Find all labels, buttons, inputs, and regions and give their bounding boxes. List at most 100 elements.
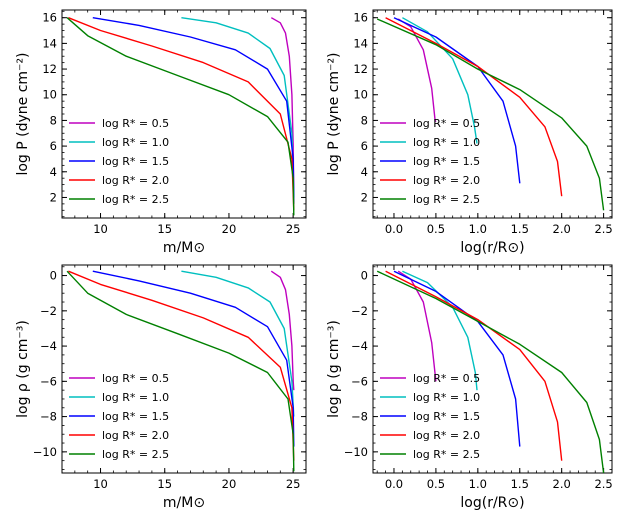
legend-label: log R* = 1.5 [102,410,169,423]
series-line-3 [92,17,295,204]
y-tick-label: 6 [361,139,368,153]
x-tick-label: 0.5 [427,222,445,236]
x-axis-label: log(r/R⊙) [460,240,524,256]
y-tick-label: 10 [42,88,57,102]
x-tick-label: 2.5 [594,477,612,491]
x-tick-label: 10 [93,222,108,236]
x-tick-label: 0.0 [385,222,403,236]
y-axis-label: log P (dyne cm⁻²) [15,52,31,175]
y-axis-label: log ρ (g cm⁻³) [15,320,31,418]
y-tick-label: −2 [351,304,368,318]
x-tick-label: 20 [222,222,237,236]
y-tick-label: −4 [40,339,57,353]
x-tick-label: 25 [286,222,301,236]
y-tick-label: 8 [50,113,57,127]
legend-label: log R* = 1.0 [102,391,169,404]
y-tick-label: −4 [351,339,368,353]
x-tick-label: 15 [157,222,172,236]
y-tick-label: 16 [353,11,368,25]
legend-label: log R* = 1.0 [413,136,480,149]
y-tick-label: 2 [50,190,57,204]
y-tick-label: −8 [351,410,368,424]
y-tick-label: 0 [361,269,368,283]
y-tick-label: −2 [40,304,57,318]
x-tick-label: 1.5 [511,222,529,236]
legend-label: log R* = 2.0 [102,429,169,442]
series-line-1 [270,270,295,391]
legend: log R* = 0.5 log R* = 1.0 log R* = 1.5 log … [380,372,480,461]
y-tick-label: 2 [361,190,368,204]
series-line-3 [393,17,521,184]
x-axis-label: m/M⊙ [163,495,205,511]
y-tick-label: 14 [42,36,57,50]
legend-label: log R* = 0.5 [413,117,480,130]
series-line-4 [385,270,563,461]
series-line-2 [402,17,478,144]
x-tick-label: 2.0 [553,477,571,491]
x-axis-label: log(r/R⊙) [460,495,524,511]
series-line-1 [270,17,295,198]
series-line-1 [397,18,437,123]
y-tick-label: 16 [42,11,57,25]
series-line-3 [92,270,295,447]
y-tick-label: −10 [344,445,368,459]
legend-label: log R* = 1.0 [102,136,169,149]
legend-label: log R* = 0.5 [102,117,169,130]
x-tick-label: 1.0 [469,222,487,236]
y-tick-label: −6 [351,374,368,388]
legend-label: log R* = 2.5 [413,193,480,206]
y-tick-label: 0 [50,269,57,283]
series-line-2 [181,17,295,198]
legend-label: log R* = 0.5 [102,372,169,385]
y-axis-label: log ρ (g cm⁻³) [326,320,342,418]
legend-label: log R* = 2.5 [413,448,480,461]
series-line-5 [66,270,295,472]
plot-frame [61,264,307,474]
plot-frame [372,264,613,474]
plot-frame [372,9,613,219]
series-line-5 [376,18,605,211]
legend-label: log R* = 2.5 [102,193,169,206]
legend: log R* = 0.5 log R* = 1.0 log R* = 1.5 log … [69,117,169,206]
y-tick-label: 8 [361,113,368,127]
y-tick-label: 14 [353,36,368,50]
legend-label: log R* = 1.5 [413,155,480,168]
x-tick-label: 2.0 [553,222,571,236]
legend-label: log R* = 1.5 [102,155,169,168]
y-tick-label: −10 [33,445,57,459]
series-line-4 [385,17,563,197]
series-line-3 [393,270,521,447]
y-tick-label: 6 [50,139,57,153]
series-line-5 [376,270,605,473]
x-tick-label: 1.5 [511,477,529,491]
legend-label: log R* = 1.5 [413,410,480,423]
y-tick-label: 12 [42,62,57,76]
y-tick-label: 12 [353,62,368,76]
legend-label: log R* = 0.5 [413,372,480,385]
legend-label: log R* = 2.0 [102,174,169,187]
legend-label: log R* = 1.0 [413,391,480,404]
y-axis-label: log P (dyne cm⁻²) [326,52,342,175]
x-tick-label: 2.5 [594,222,612,236]
series-line-4 [68,270,295,461]
x-tick-label: 1.0 [469,477,487,491]
legend-label: log R* = 2.0 [413,174,480,187]
x-tick-label: 15 [157,477,172,491]
chart-panel-4: 0.0 0.5 1.0 1.5 2.0 2.5 0 −2 −4 −6 −8 −10 log R* = 0… [326,264,613,511]
x-tick-label: 20 [222,477,237,491]
series-line-5 [66,17,295,216]
y-tick-label: 4 [361,165,368,179]
series-line-2 [181,270,295,417]
chart-panel-2: 0.0 0.5 1.0 1.5 2.0 2.5 2 4 6 8 10 12 14 16 log R* = 0… [326,9,613,256]
x-tick-label: 10 [93,477,108,491]
y-tick-label: −6 [40,374,57,388]
legend-label: log R* = 2.5 [102,448,169,461]
y-tick-label: −8 [40,410,57,424]
legend: log R* = 0.5 log R* = 1.0 log R* = 1.5 log … [380,117,480,206]
series-line-2 [402,270,478,391]
legend: log R* = 0.5 log R* = 1.0 log R* = 1.5 log … [69,372,169,461]
x-tick-label: 25 [286,477,301,491]
